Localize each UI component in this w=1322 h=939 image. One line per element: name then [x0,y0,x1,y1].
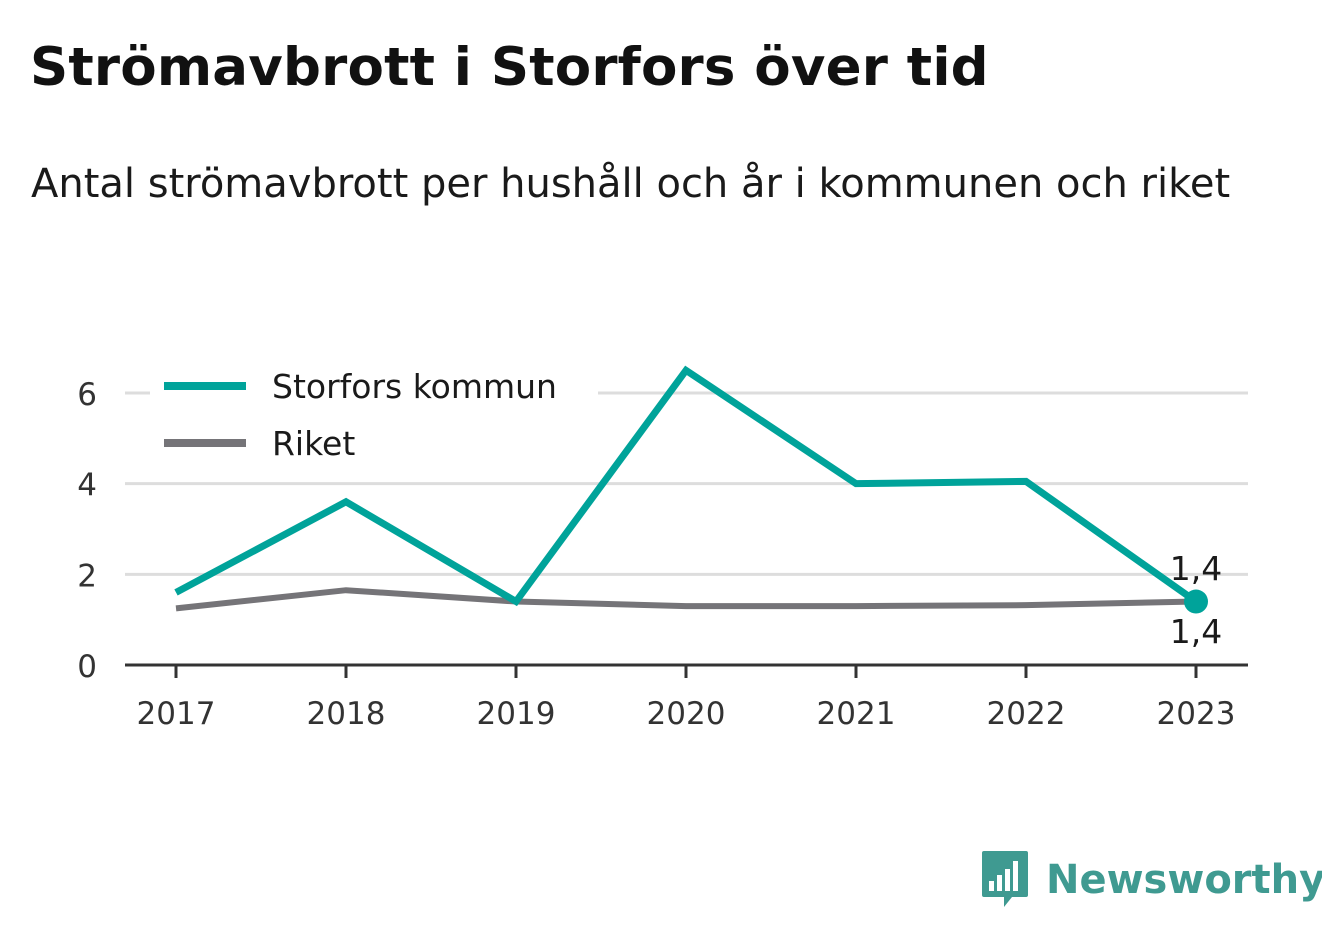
chart-subtitle: Antal strömavbrott per hushåll och år i … [31,161,1231,207]
brand-name: Newsworthy [1046,857,1322,903]
x-tick-label-2022: 2022 [987,696,1066,732]
x-tick-label-2021: 2021 [817,696,896,732]
end-value-label-riket: 1,4 [1170,612,1222,651]
bar-chart-speech-bubble-icon [982,851,1028,907]
series-line-riket [175,587,1197,612]
end-point-marker-storfors [1184,589,1208,614]
series-line-storfors [174,365,1199,607]
x-tick-label-2023: 2023 [1157,696,1236,732]
chart-title: Strömavbrott i Storfors över tid [30,37,989,98]
end-value-label-storfors: 1,4 [1170,549,1222,588]
y-tick-label-6: 6 [77,377,97,413]
legend: Storfors kommun Riket [150,358,598,473]
x-axis-ticks: 2017 2018 2019 2020 2021 2022 2023 [137,665,1236,732]
value-labels: 1,4 1,4 [1170,549,1222,651]
legend-label-storfors: Storfors kommun [272,367,557,406]
brand-logo: Newsworthy [980,848,1322,912]
x-tick-label-2017: 2017 [137,696,216,732]
y-tick-label-2: 2 [77,558,97,594]
x-tick-label-2018: 2018 [307,696,386,732]
x-tick-label-2020: 2020 [647,696,726,732]
x-tick-label-2019: 2019 [477,696,556,732]
series-layer [174,365,1208,614]
y-tick-label-4: 4 [77,468,97,504]
legend-label-riket: Riket [272,424,355,463]
legend-background [150,358,598,473]
y-tick-label-0: 0 [77,649,97,685]
y-axis-ticks: 0 2 4 6 [77,377,97,685]
